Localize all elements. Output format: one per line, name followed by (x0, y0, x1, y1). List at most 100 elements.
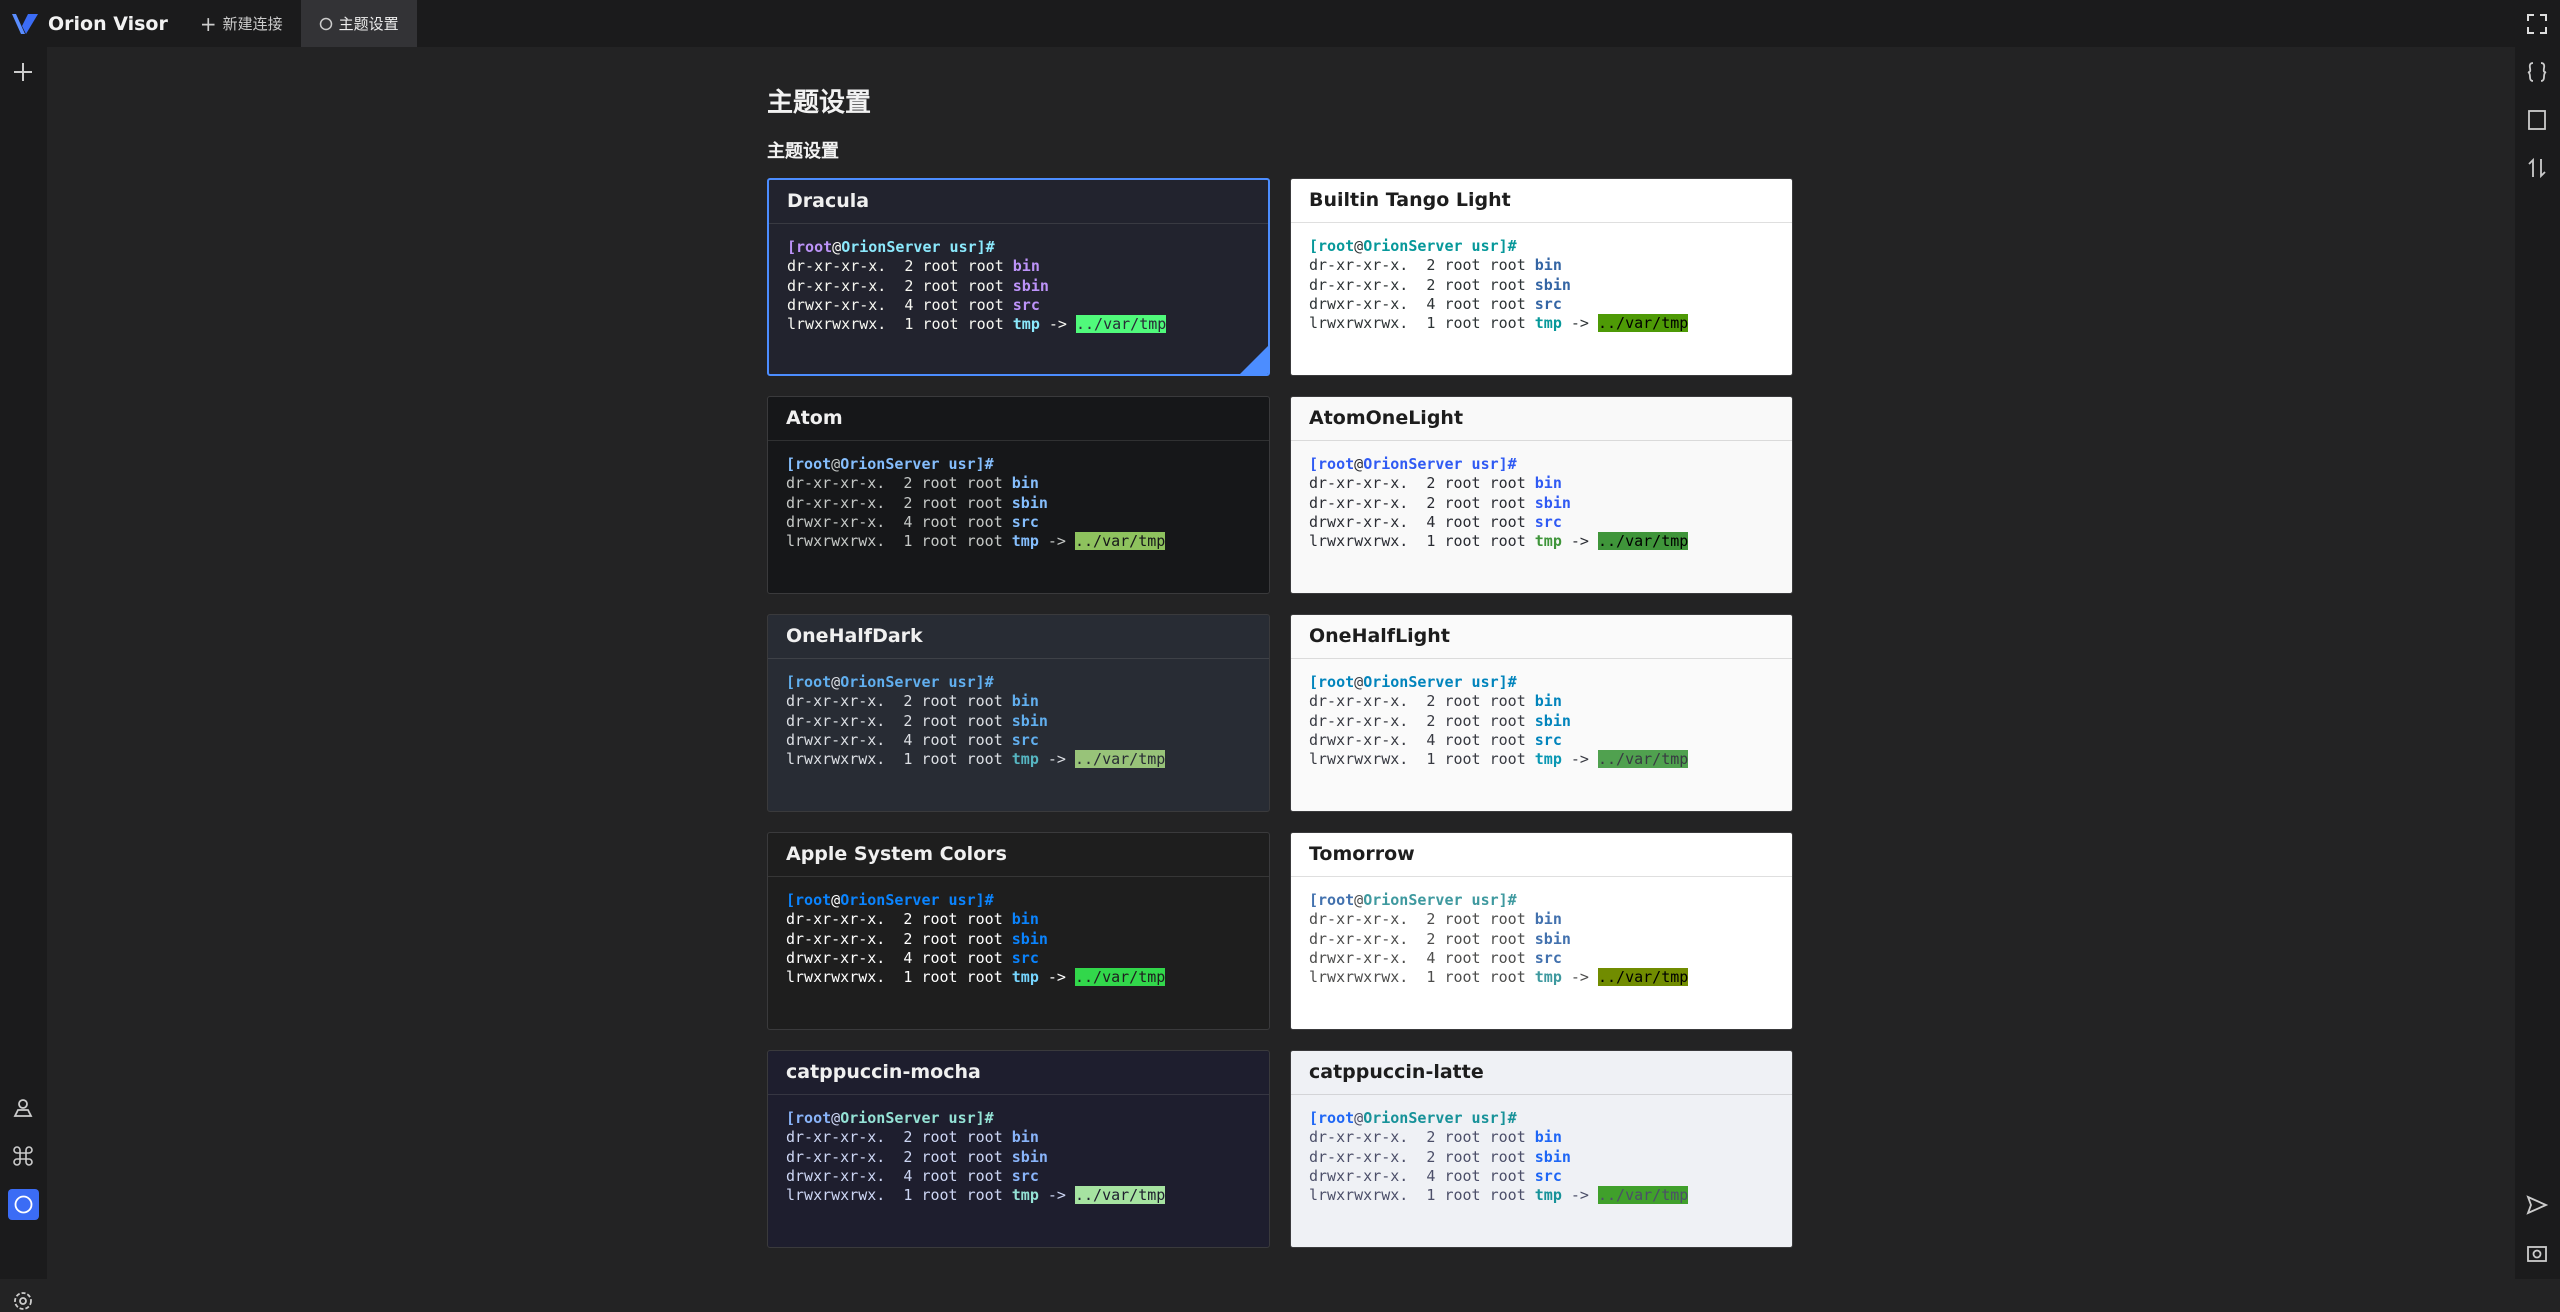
terminal-text: bin (1534, 256, 1562, 275)
theme-card[interactable]: OneHalfDark [root@OrionServer usr]# dr-xr-… (767, 614, 1270, 812)
terminal-text: src (1534, 1166, 1562, 1185)
terminal-text: dr-xr-xr-x. 2 root root (1309, 1128, 1535, 1147)
terminal-line: [root@OrionServer usr]# (1309, 237, 1792, 256)
terminal-line: lrwxrwxrwx. 1 root root tmp -> ../var/tm… (786, 532, 1269, 551)
terminal-text: [root (786, 1109, 832, 1127)
terminal-preview: [root@OrionServer usr]# dr-xr-xr-x. 2 roo… (1291, 441, 1792, 551)
terminal-text: [root (1309, 455, 1355, 473)
terminal-text: OrionServer usr]# (840, 673, 994, 691)
terminal-line: lrwxrwxrwx. 1 root root tmp -> ../var/tm… (787, 315, 1268, 334)
theme-card[interactable]: Atom [root@OrionServer usr]# dr-xr-xr-x. 2… (767, 396, 1270, 594)
terminal-text: -> (1038, 1186, 1075, 1205)
terminal-text: lrwxrwxrwx. 1 root root (1309, 968, 1535, 987)
terminal-text: @ (1354, 1109, 1364, 1127)
terminal-text: [root (786, 891, 832, 909)
terminal-text: dr-xr-xr-x. 2 root root (786, 1147, 1012, 1166)
transfer-button[interactable] (2526, 157, 2548, 179)
terminal-text: sbin (1534, 929, 1571, 948)
terminal-text: -> (1561, 314, 1598, 333)
terminal-text: src (1534, 730, 1562, 749)
terminal-text: OrionServer usr]# (840, 1109, 994, 1127)
terminal-line: lrwxrwxrwx. 1 root root tmp -> ../var/tm… (1309, 750, 1792, 769)
terminal-text: ../var/tmp (1598, 968, 1689, 987)
terminal-line: [root@OrionServer usr]# (1309, 455, 1792, 474)
terminal-text: sbin (1011, 493, 1048, 512)
terminal-text: [root (786, 455, 832, 473)
terminal-line: lrwxrwxrwx. 1 root root tmp -> ../var/tm… (1309, 532, 1792, 551)
theme-tab[interactable]: 主题设置 (300, 0, 417, 47)
terminal-text: src (1011, 512, 1039, 531)
terminal-text: [root (787, 238, 833, 256)
terminal-text: [root (1309, 237, 1355, 255)
terminal-text: drwxr-xr-x. 4 root root (1309, 730, 1535, 749)
terminal-line: dr-xr-xr-x. 2 root root sbin (1309, 712, 1792, 731)
section-title: 主题设置 (767, 141, 839, 162)
terminal-line: [root@OrionServer usr]# (786, 455, 1269, 474)
theme-card[interactable]: Builtin Tango Light [root@OrionServer usr… (1290, 178, 1793, 376)
terminal-line: drwxr-xr-x. 4 root root src (1309, 949, 1792, 968)
terminal-line: dr-xr-xr-x. 2 root root bin (1309, 474, 1792, 493)
terminal-text: -> (1561, 532, 1598, 551)
terminal-text: dr-xr-xr-x. 2 root root (1309, 711, 1535, 730)
terminal-text: drwxr-xr-x. 4 root root (787, 295, 1013, 314)
terminal-text: OrionServer usr]# (840, 891, 994, 909)
terminal-line: dr-xr-xr-x. 2 root root bin (1309, 1128, 1792, 1147)
terminal-text: @ (831, 891, 841, 909)
settings-button[interactable] (12, 1290, 34, 1312)
terminal-text: src (1011, 1166, 1039, 1185)
terminal-text: dr-xr-xr-x. 2 root root (1309, 1147, 1535, 1166)
theme-card[interactable]: Apple System Colors [root@OrionServer usr… (767, 832, 1270, 1030)
page-title: 主题设置 (767, 88, 872, 118)
terminal-text: ../var/tmp (1598, 314, 1689, 333)
terminal-text: drwxr-xr-x. 4 root root (1309, 512, 1535, 531)
terminal-text: dr-xr-xr-x. 2 root root (786, 910, 1012, 929)
terminal-text: @ (831, 673, 841, 691)
terminal-text: ../var/tmp (1598, 1186, 1689, 1205)
terminal-line: dr-xr-xr-x. 2 root root bin (786, 692, 1269, 711)
snippet-button[interactable] (2526, 61, 2548, 83)
terminal-text: sbin (1012, 276, 1049, 295)
add-button[interactable] (12, 61, 34, 83)
terminal-line: dr-xr-xr-x. 2 root root sbin (1309, 494, 1792, 513)
send-button[interactable] (2526, 1194, 2548, 1216)
terminal-text: @ (832, 238, 842, 256)
user-button[interactable] (12, 1097, 34, 1119)
top-bar: Orion Visor + 新建连接 主题设置 (0, 0, 2560, 47)
fullscreen-button[interactable] (2526, 13, 2548, 35)
terminal-text: -> (1561, 750, 1598, 769)
theme-card[interactable]: Tomorrow [root@OrionServer usr]# dr-xr-xr-… (1290, 832, 1793, 1030)
terminal-line: dr-xr-xr-x. 2 root root sbin (787, 277, 1268, 296)
terminal-text: tmp (1011, 968, 1039, 987)
terminal-line: drwxr-xr-x. 4 root root src (1309, 1167, 1792, 1186)
terminal-text: dr-xr-xr-x. 2 root root (1309, 929, 1535, 948)
terminal-line: [root@OrionServer usr]# (786, 673, 1269, 692)
command-button[interactable] (12, 1145, 34, 1167)
terminal-line: lrwxrwxrwx. 1 root root tmp -> ../var/tm… (1309, 314, 1792, 333)
theme-name: Atom (768, 397, 1269, 441)
path-button[interactable] (2526, 109, 2548, 131)
theme-button[interactable] (8, 1189, 39, 1220)
theme-card[interactable]: AtomOneLight [root@OrionServer usr]# dr-xr… (1290, 396, 1793, 594)
theme-card[interactable]: catppuccin-mocha [root@OrionServer usr]# d… (767, 1050, 1270, 1248)
terminal-text: bin (1011, 474, 1039, 493)
tab-icon (319, 17, 332, 30)
terminal-line: [root@OrionServer usr]# (787, 238, 1268, 257)
terminal-text: tmp (1534, 968, 1562, 987)
terminal-line: drwxr-xr-x. 4 root root src (1309, 513, 1792, 532)
theme-card[interactable]: Dracula [root@OrionServer usr]# dr-xr-xr-x… (767, 178, 1270, 376)
terminal-preview: [root@OrionServer usr]# dr-xr-xr-x. 2 roo… (1291, 659, 1792, 769)
terminal-text: @ (1354, 237, 1364, 255)
terminal-text: src (1011, 730, 1039, 749)
terminal-text: lrwxrwxrwx. 1 root root (1309, 314, 1535, 333)
terminal-text: ../var/tmp (1075, 532, 1166, 551)
theme-card[interactable]: OneHalfLight [root@OrionServer usr]# dr-xr… (1290, 614, 1793, 812)
theme-card[interactable]: catppuccin-latte [root@OrionServer usr]# d… (1290, 1050, 1793, 1248)
tab-label: 新建连接 (222, 15, 283, 33)
terminal-line: dr-xr-xr-x. 2 root root bin (786, 474, 1269, 493)
terminal-text: src (1534, 512, 1562, 531)
terminal-text: sbin (1534, 711, 1571, 730)
terminal-preview: [root@OrionServer usr]# dr-xr-xr-x. 2 roo… (1291, 877, 1792, 987)
new-connection-tab[interactable]: + 新建连接 (199, 11, 283, 36)
screenshot-button[interactable] (2526, 1242, 2548, 1264)
logo[interactable]: Orion Visor (0, 11, 182, 37)
